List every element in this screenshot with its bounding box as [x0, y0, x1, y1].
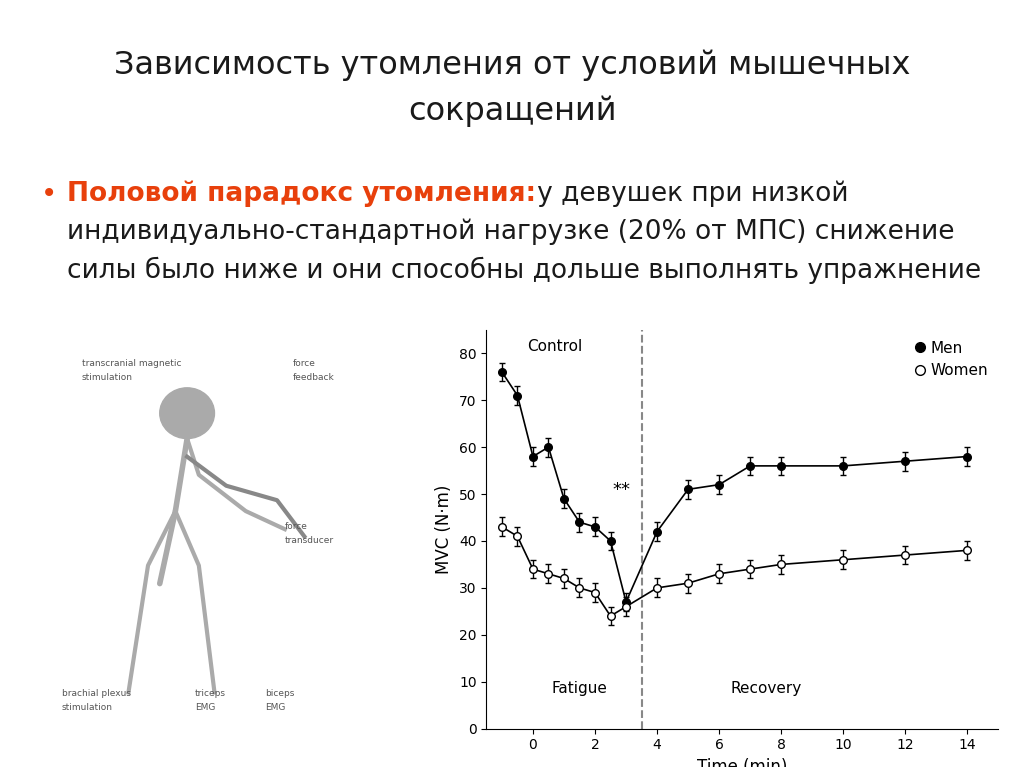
Text: Зависимость утомления от условий мышечных: Зависимость утомления от условий мышечны… — [114, 50, 910, 81]
Text: •: • — [41, 180, 57, 209]
Text: у девушек при низкой: у девушек при низкой — [512, 180, 849, 207]
Text: stimulation: stimulation — [82, 374, 132, 382]
Text: EMG: EMG — [265, 703, 286, 713]
Legend: Men, Women: Men, Women — [911, 334, 994, 384]
Text: индивидуально-стандартной нагрузке (20% от МПС) снижение: индивидуально-стандартной нагрузке (20% … — [67, 219, 954, 245]
Text: force: force — [293, 359, 315, 368]
Text: brachial plexus: brachial plexus — [62, 689, 131, 698]
Text: Половой парадокс утомления:: Половой парадокс утомления: — [67, 180, 536, 207]
Text: Control: Control — [526, 339, 582, 354]
Text: transcranial magnetic: transcranial magnetic — [82, 359, 181, 368]
Text: stimulation: stimulation — [62, 703, 113, 713]
X-axis label: Time (min): Time (min) — [697, 758, 787, 767]
Text: Recovery: Recovery — [730, 681, 802, 696]
Text: **: ** — [612, 481, 630, 499]
Text: force: force — [285, 522, 308, 531]
Text: triceps: triceps — [195, 689, 226, 698]
Text: EMG: EMG — [195, 703, 215, 713]
Y-axis label: MVC (N·m): MVC (N·m) — [435, 485, 454, 574]
Text: biceps: biceps — [265, 689, 295, 698]
Text: сокращений: сокращений — [408, 96, 616, 127]
Text: Fatigue: Fatigue — [552, 681, 607, 696]
Text: transducer: transducer — [285, 536, 334, 545]
Circle shape — [160, 388, 214, 439]
Text: силы было ниже и они способны дольше выполнять упражнение: силы было ниже и они способны дольше вып… — [67, 257, 981, 285]
Text: feedback: feedback — [293, 374, 335, 382]
